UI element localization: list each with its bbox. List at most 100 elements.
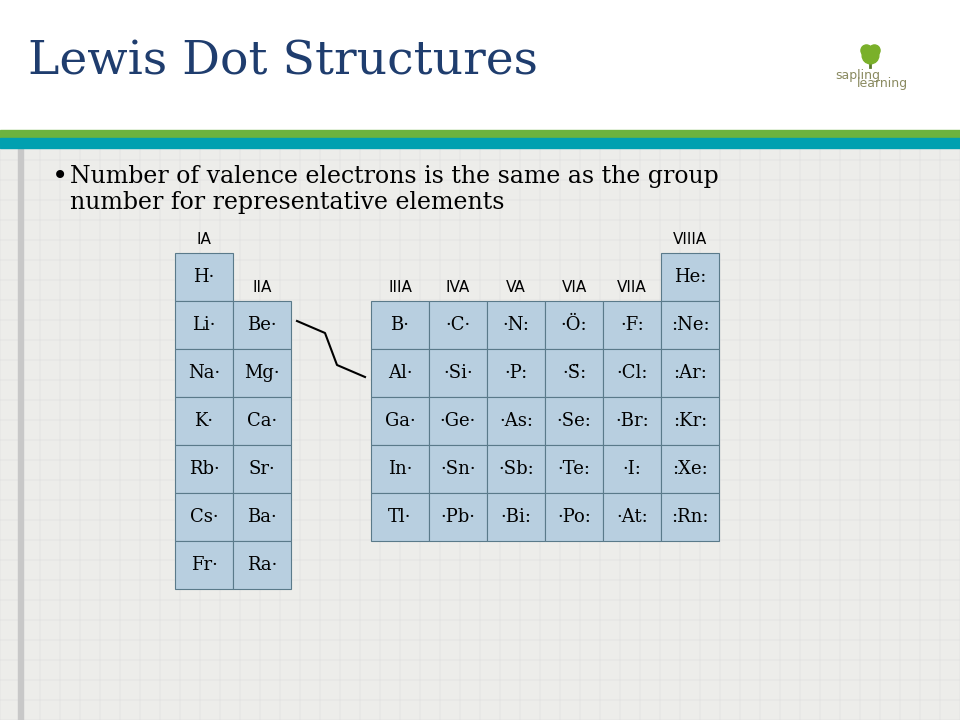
Text: ·At:: ·At: <box>616 508 648 526</box>
Text: ·N:: ·N: <box>502 316 530 334</box>
Text: Ga·: Ga· <box>385 412 416 430</box>
Text: ·Se:: ·Se: <box>557 412 591 430</box>
Text: ·I:: ·I: <box>623 460 641 478</box>
Bar <box>233 301 291 349</box>
Bar <box>545 445 603 493</box>
Bar <box>0 130 960 138</box>
Bar <box>661 397 719 445</box>
Bar <box>661 301 719 349</box>
Bar <box>603 301 661 349</box>
Bar <box>545 397 603 445</box>
Text: He:: He: <box>674 268 707 286</box>
Text: :Rn:: :Rn: <box>671 508 708 526</box>
Text: Al·: Al· <box>388 364 412 382</box>
Text: ·Ö:: ·Ö: <box>561 316 588 334</box>
Bar <box>175 253 233 301</box>
Bar <box>18 148 23 720</box>
Text: Be·: Be· <box>247 316 276 334</box>
Text: sapling: sapling <box>835 68 880 81</box>
Text: :Ne:: :Ne: <box>671 316 709 334</box>
Text: :Ar:: :Ar: <box>673 364 707 382</box>
Text: ·Te:: ·Te: <box>558 460 590 478</box>
Bar <box>371 493 429 541</box>
Bar <box>233 349 291 397</box>
Bar <box>429 301 487 349</box>
Text: IVA: IVA <box>445 279 470 294</box>
Text: :Xe:: :Xe: <box>672 460 708 478</box>
Text: VIIIA: VIIIA <box>673 232 708 246</box>
Bar <box>487 493 545 541</box>
Bar <box>603 493 661 541</box>
Bar <box>0 138 960 148</box>
Text: Mg·: Mg· <box>244 364 279 382</box>
Text: ·Sb:: ·Sb: <box>498 460 534 478</box>
Bar <box>429 493 487 541</box>
Bar <box>233 397 291 445</box>
Bar <box>175 301 233 349</box>
Bar <box>661 493 719 541</box>
Bar <box>175 349 233 397</box>
Text: In·: In· <box>388 460 412 478</box>
Text: •: • <box>52 162 68 190</box>
Text: Sr·: Sr· <box>249 460 276 478</box>
Text: Cs·: Cs· <box>190 508 218 526</box>
Text: IA: IA <box>197 232 211 246</box>
Bar <box>0 148 960 720</box>
Text: ·Sn·: ·Sn· <box>441 460 476 478</box>
Text: Tl·: Tl· <box>388 508 412 526</box>
Bar <box>545 349 603 397</box>
Text: B·: B· <box>391 316 410 334</box>
Text: Ba·: Ba· <box>247 508 276 526</box>
Text: ·As:: ·As: <box>499 412 533 430</box>
Bar <box>429 445 487 493</box>
Bar <box>603 445 661 493</box>
Text: ·Bi:: ·Bi: <box>500 508 532 526</box>
Text: IIIA: IIIA <box>388 279 412 294</box>
Bar <box>487 397 545 445</box>
Bar <box>371 445 429 493</box>
Text: ·P:: ·P: <box>504 364 528 382</box>
Text: Na·: Na· <box>188 364 220 382</box>
Text: Lewis Dot Structures: Lewis Dot Structures <box>28 40 538 85</box>
Bar <box>175 445 233 493</box>
Text: Ra·: Ra· <box>247 556 277 574</box>
Text: ·Si·: ·Si· <box>444 364 473 382</box>
Bar <box>175 493 233 541</box>
Bar <box>175 541 233 589</box>
Bar <box>487 445 545 493</box>
Text: ·Ge·: ·Ge· <box>440 412 476 430</box>
Bar <box>371 349 429 397</box>
Text: number for representative elements: number for representative elements <box>70 192 505 215</box>
Bar <box>661 445 719 493</box>
Text: ·Cl:: ·Cl: <box>616 364 648 382</box>
Text: ·Pb·: ·Pb· <box>441 508 475 526</box>
Bar <box>371 301 429 349</box>
Bar <box>661 253 719 301</box>
Text: Fr·: Fr· <box>191 556 217 574</box>
Bar <box>175 397 233 445</box>
Text: Li·: Li· <box>192 316 216 334</box>
Text: Rb·: Rb· <box>188 460 220 478</box>
Text: ·Br:: ·Br: <box>615 412 649 430</box>
Bar <box>545 493 603 541</box>
Bar <box>233 541 291 589</box>
Text: IIA: IIA <box>252 279 272 294</box>
Text: VIA: VIA <box>562 279 587 294</box>
Text: ·Po:: ·Po: <box>557 508 591 526</box>
Bar <box>487 349 545 397</box>
Text: ·F:: ·F: <box>620 316 644 334</box>
Bar <box>487 301 545 349</box>
Bar <box>233 445 291 493</box>
Bar <box>371 397 429 445</box>
Text: VA: VA <box>506 279 526 294</box>
Text: ·S̈:: ·S̈: <box>562 364 587 382</box>
Bar <box>661 349 719 397</box>
Text: K·: K· <box>195 412 213 430</box>
Text: H·: H· <box>193 268 215 286</box>
Text: Number of valence electrons is the same as the group: Number of valence electrons is the same … <box>70 164 719 187</box>
Bar <box>233 493 291 541</box>
Bar <box>429 397 487 445</box>
Bar <box>545 301 603 349</box>
Text: VIIA: VIIA <box>617 279 647 294</box>
Text: learning: learning <box>856 76 907 89</box>
